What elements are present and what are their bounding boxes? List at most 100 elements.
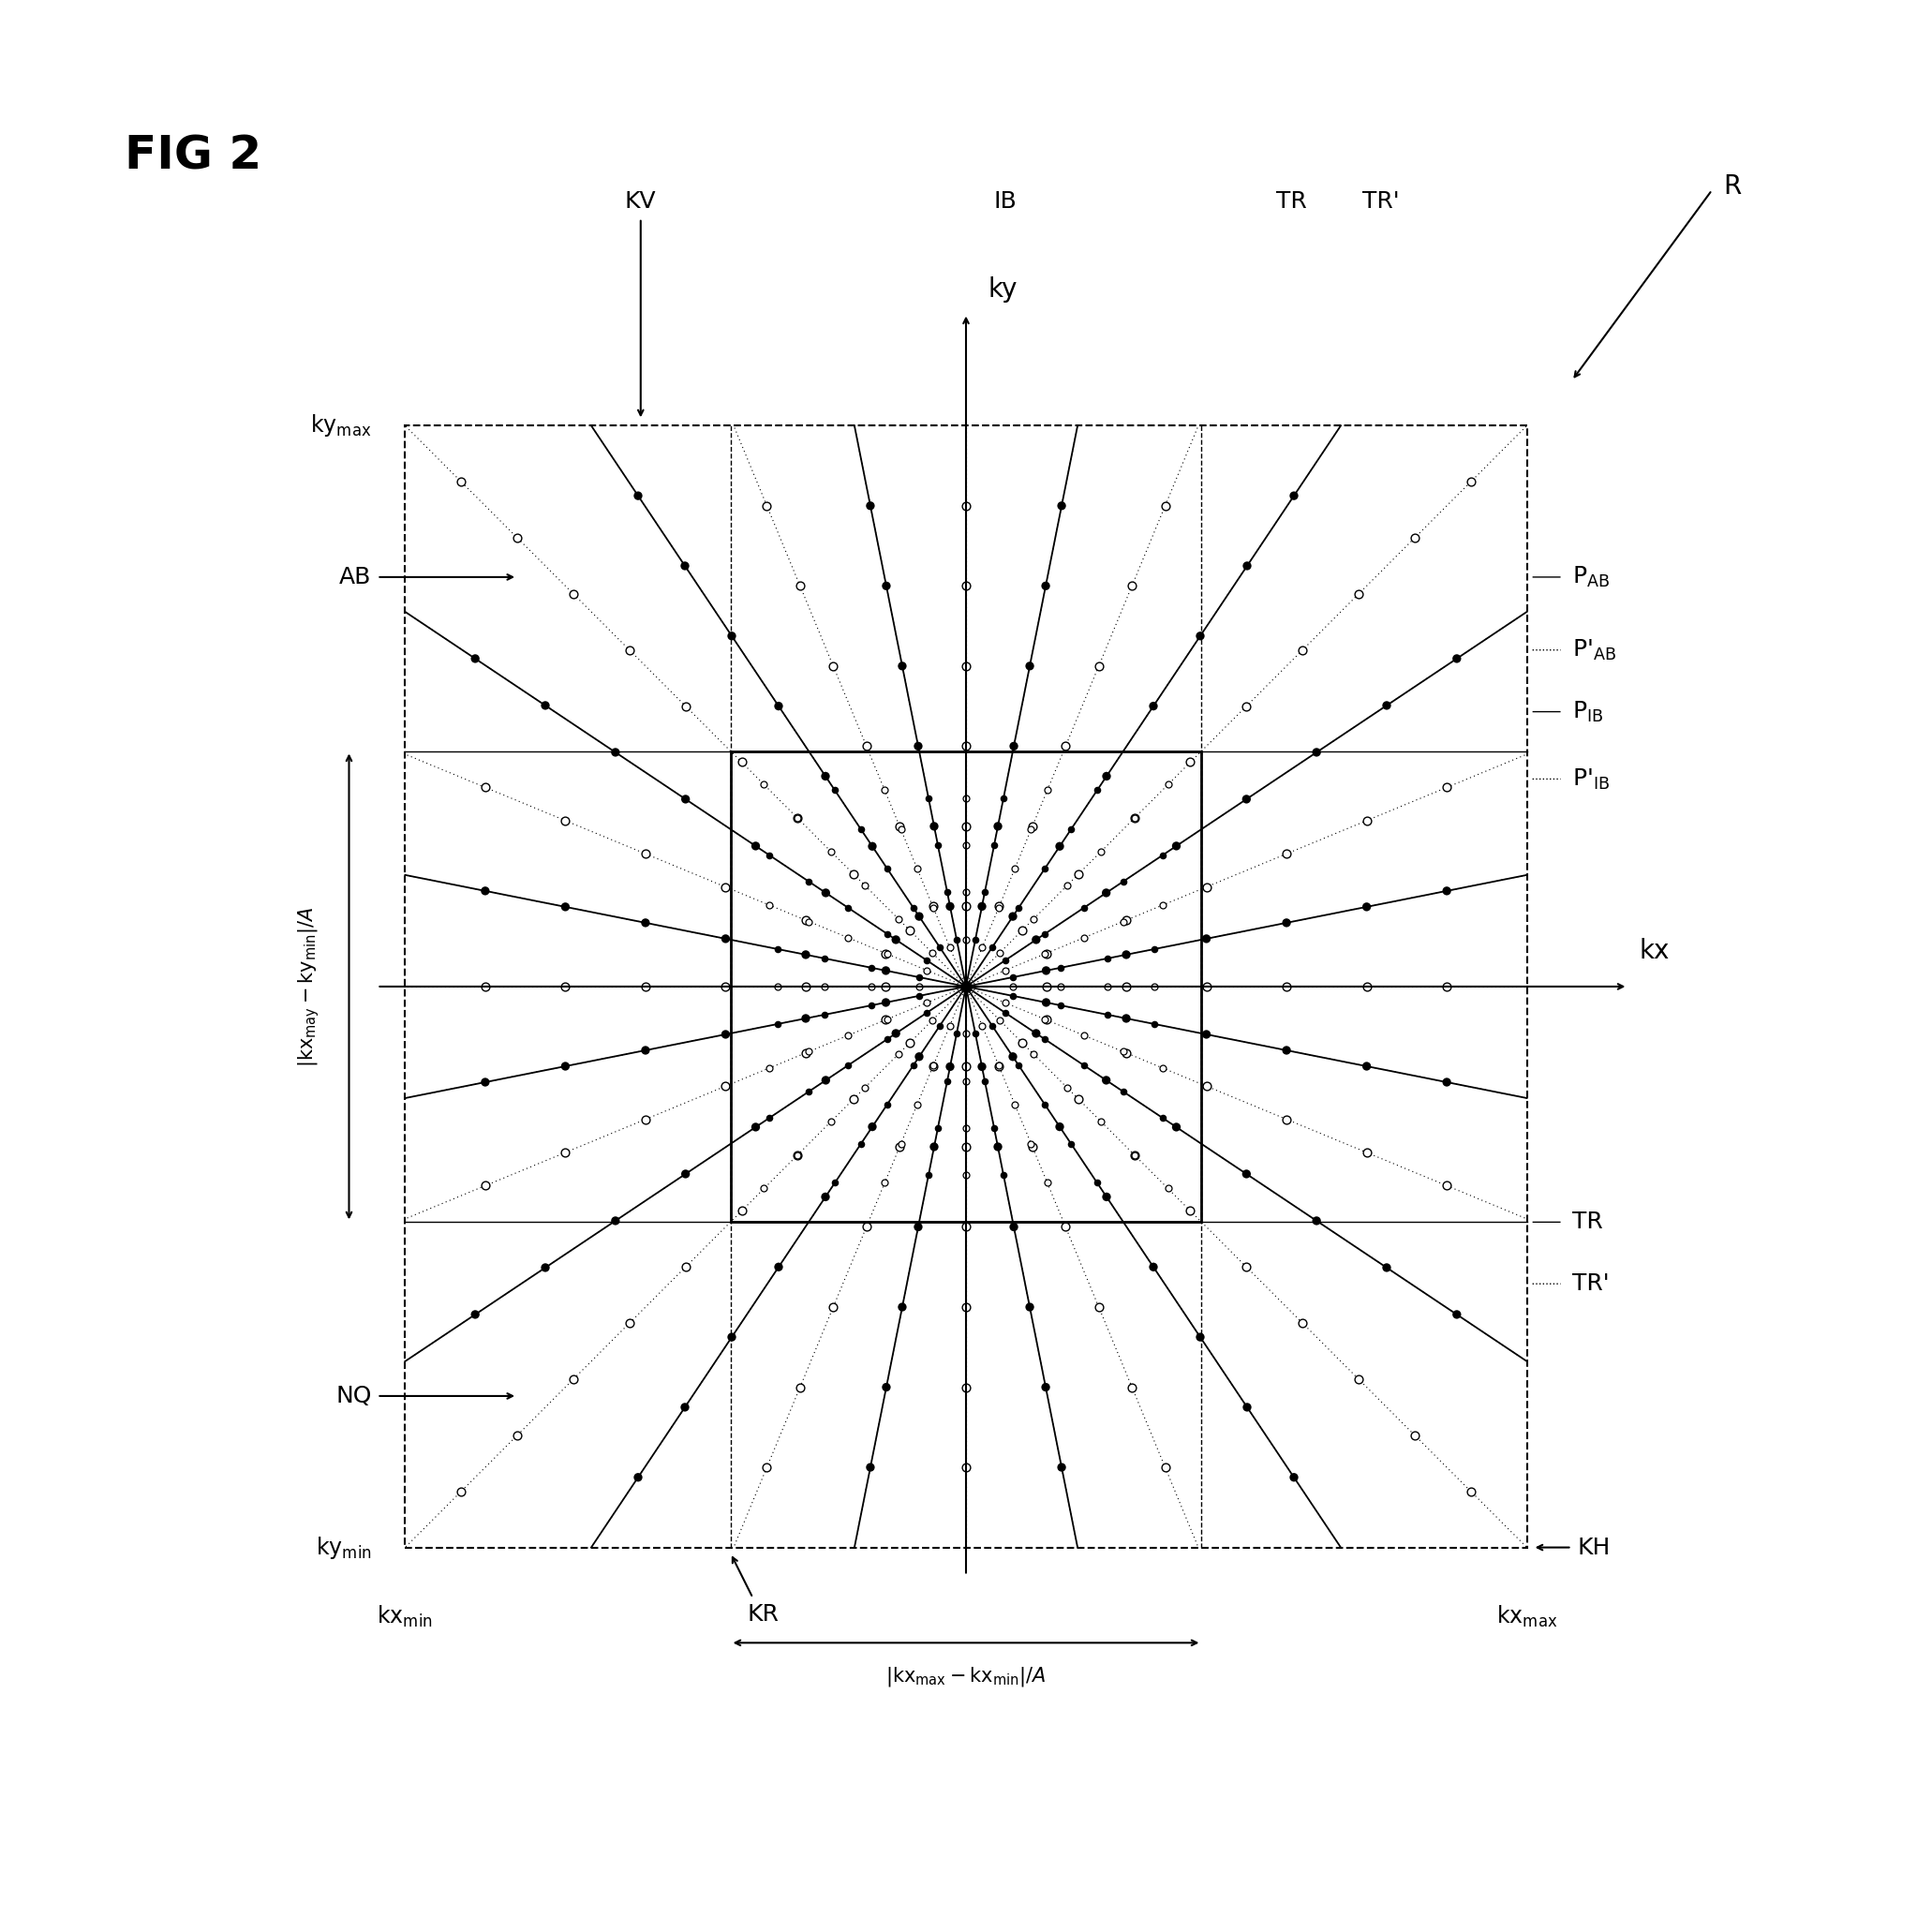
Point <box>726 748 757 778</box>
Point <box>1148 1102 1179 1133</box>
Point <box>1111 939 1142 970</box>
Point <box>885 815 916 845</box>
Point <box>989 945 1020 976</box>
Point <box>1084 650 1115 681</box>
Point <box>1140 934 1171 964</box>
Text: TR: TR <box>1573 1212 1602 1233</box>
Point <box>1190 972 1221 1003</box>
Point <box>871 1373 902 1403</box>
Point <box>999 853 1030 884</box>
Point <box>999 1089 1030 1120</box>
Point <box>790 972 821 1003</box>
Point <box>1014 650 1045 681</box>
Point <box>601 736 632 767</box>
Point <box>630 972 661 1003</box>
Point <box>711 1072 742 1102</box>
Point <box>1161 830 1192 861</box>
Point <box>670 690 701 721</box>
Point <box>951 1160 981 1190</box>
Point <box>922 1112 952 1143</box>
Point <box>978 1010 1009 1041</box>
Point <box>997 962 1028 993</box>
Point <box>951 650 981 681</box>
Point <box>1045 989 1076 1020</box>
Point <box>871 972 902 1003</box>
Point <box>1107 907 1138 937</box>
Text: KV: KV <box>624 190 657 213</box>
Point <box>794 907 825 937</box>
Point <box>1231 1158 1262 1189</box>
Point <box>912 997 943 1028</box>
Point <box>502 523 533 554</box>
Point <box>983 893 1014 924</box>
Point <box>819 774 850 805</box>
Point <box>871 955 902 985</box>
Point <box>997 972 1028 1003</box>
Point <box>918 1005 949 1035</box>
Point <box>1138 1252 1169 1282</box>
Point <box>1175 748 1206 778</box>
Point <box>1231 1252 1262 1282</box>
Point <box>670 784 701 815</box>
Point <box>904 1041 935 1072</box>
Point <box>551 891 582 922</box>
Text: kx$_{\mathregular{min}}$: kx$_{\mathregular{min}}$ <box>377 1603 433 1629</box>
Point <box>1051 870 1082 901</box>
Point <box>856 1451 887 1482</box>
Point <box>846 1129 877 1160</box>
Point <box>1399 523 1430 554</box>
Point <box>1153 769 1184 799</box>
Point <box>1092 761 1122 792</box>
Point <box>1014 1292 1045 1323</box>
Point <box>858 1112 889 1143</box>
Point <box>833 1020 864 1051</box>
Point <box>1030 853 1061 884</box>
Point <box>871 918 902 949</box>
Text: FIG 2: FIG 2 <box>126 134 261 178</box>
Text: kx: kx <box>1638 937 1669 964</box>
Point <box>1231 550 1262 581</box>
Point <box>885 1131 916 1162</box>
Point <box>912 955 943 985</box>
Text: ky: ky <box>989 276 1018 303</box>
Point <box>902 730 933 761</box>
Point <box>1043 830 1074 861</box>
Point <box>922 830 952 861</box>
Point <box>1161 1112 1192 1143</box>
Point <box>782 803 813 834</box>
Point <box>833 922 864 953</box>
Point <box>711 972 742 1003</box>
Point <box>997 901 1028 932</box>
Point <box>871 939 902 970</box>
Point <box>1032 1167 1063 1198</box>
Point <box>1111 905 1142 935</box>
Point <box>1150 1451 1180 1482</box>
Point <box>790 939 821 970</box>
Text: KR: KR <box>748 1603 779 1626</box>
Point <box>885 811 916 842</box>
Point <box>1432 773 1463 803</box>
Text: P'$_{\mathregular{AB}}$: P'$_{\mathregular{AB}}$ <box>1573 638 1615 661</box>
Point <box>1271 1104 1302 1135</box>
Point <box>1140 1008 1171 1039</box>
Point <box>1399 1420 1430 1451</box>
Point <box>895 914 925 945</box>
Point <box>1138 690 1169 721</box>
Point <box>871 937 902 968</box>
Point <box>1016 811 1047 842</box>
Point <box>1045 972 1076 1003</box>
Point <box>951 1018 981 1049</box>
Point <box>810 878 840 909</box>
Point <box>551 1051 582 1081</box>
Point <box>810 761 840 792</box>
Point <box>670 550 701 581</box>
Point <box>904 962 935 993</box>
Point <box>923 932 954 962</box>
Point <box>931 876 962 907</box>
Point <box>983 1051 1014 1081</box>
Point <box>761 1008 792 1039</box>
Point <box>614 635 645 665</box>
Point <box>1119 803 1150 834</box>
Point <box>794 866 825 897</box>
Point <box>711 872 742 903</box>
